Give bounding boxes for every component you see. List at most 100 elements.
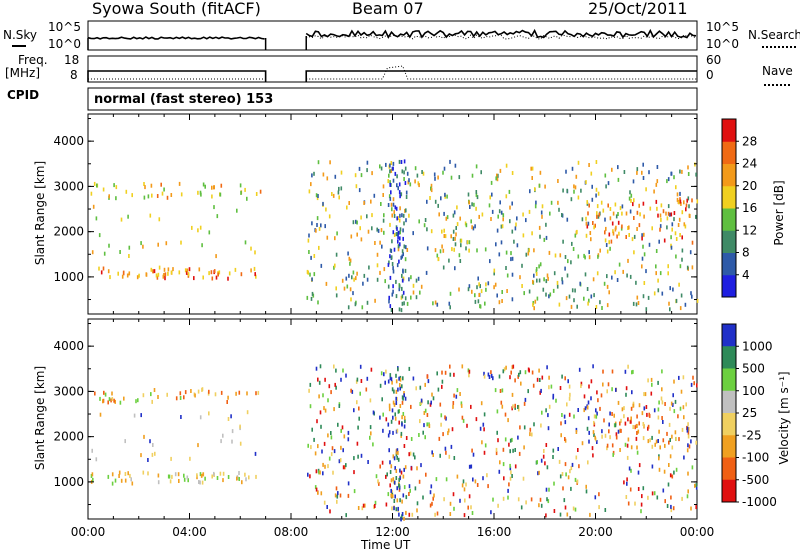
data-cell bbox=[521, 284, 523, 288]
data-cell bbox=[439, 453, 441, 458]
ytick-label: 2000 bbox=[53, 225, 84, 239]
data-cell bbox=[670, 508, 673, 513]
data-cell bbox=[201, 243, 203, 248]
data-cell bbox=[172, 267, 174, 272]
data-cell bbox=[660, 217, 662, 222]
data-cell bbox=[507, 495, 509, 500]
data-cell bbox=[631, 390, 633, 395]
data-cell bbox=[434, 199, 437, 204]
data-cell bbox=[469, 205, 471, 209]
nsky-underline bbox=[12, 45, 26, 47]
data-cell bbox=[398, 483, 400, 488]
data-cell bbox=[520, 381, 522, 386]
data-cell bbox=[621, 224, 623, 229]
data-cell bbox=[597, 214, 600, 219]
data-cell bbox=[336, 231, 338, 236]
data-cell bbox=[627, 417, 629, 422]
colorbar-tick-label: 8 bbox=[742, 246, 750, 260]
data-cell bbox=[331, 192, 333, 196]
data-cell bbox=[397, 387, 399, 392]
data-cell bbox=[316, 196, 319, 201]
data-cell bbox=[666, 216, 669, 221]
data-cell bbox=[476, 248, 478, 253]
data-cell bbox=[326, 505, 328, 509]
data-cell bbox=[669, 286, 671, 291]
data-cell bbox=[387, 422, 390, 427]
data-cell bbox=[409, 182, 412, 187]
data-cell bbox=[156, 194, 159, 198]
data-cell bbox=[404, 419, 406, 423]
data-cell bbox=[482, 422, 485, 427]
data-cell bbox=[682, 375, 685, 380]
data-cell bbox=[389, 182, 391, 187]
data-cell bbox=[340, 186, 343, 191]
data-cell bbox=[535, 271, 538, 276]
data-cell bbox=[498, 374, 501, 379]
data-cell bbox=[434, 300, 437, 305]
data-cell bbox=[483, 427, 485, 432]
data-cell bbox=[400, 470, 403, 475]
data-cell bbox=[240, 272, 243, 277]
data-cell bbox=[591, 197, 594, 202]
data-cell bbox=[143, 182, 145, 186]
data-cell bbox=[442, 170, 444, 175]
data-cell bbox=[133, 413, 136, 418]
data-cell bbox=[498, 209, 501, 214]
data-cell bbox=[632, 425, 634, 429]
data-cell bbox=[337, 190, 340, 195]
data-cell bbox=[208, 271, 210, 276]
data-cell bbox=[611, 443, 614, 448]
data-cell bbox=[480, 170, 482, 175]
data-cell bbox=[625, 392, 627, 397]
data-cell bbox=[340, 170, 343, 175]
data-cell bbox=[333, 265, 335, 270]
data-cell bbox=[656, 165, 659, 169]
data-cell bbox=[511, 229, 514, 234]
data-cell bbox=[392, 289, 394, 294]
data-cell bbox=[509, 438, 512, 443]
data-cell bbox=[418, 479, 421, 484]
data-cell bbox=[480, 401, 483, 406]
data-cell bbox=[519, 275, 521, 280]
data-cell bbox=[566, 402, 568, 407]
data-cell bbox=[399, 386, 401, 391]
data-cell bbox=[519, 370, 522, 375]
data-cell bbox=[405, 245, 407, 250]
data-cell bbox=[322, 393, 324, 398]
data-cell bbox=[647, 424, 650, 429]
data-cell bbox=[396, 498, 399, 503]
data-cell bbox=[478, 282, 480, 287]
colorbar-tick-label: 100 bbox=[742, 384, 765, 398]
data-cell bbox=[641, 494, 643, 499]
data-cell bbox=[149, 439, 151, 444]
data-cell bbox=[420, 401, 422, 406]
ytick-label: 1000 bbox=[53, 475, 84, 489]
data-cell bbox=[552, 395, 554, 400]
data-cell bbox=[675, 467, 678, 472]
data-cell bbox=[617, 220, 620, 225]
data-cell bbox=[434, 512, 436, 517]
data-cell bbox=[399, 383, 401, 387]
data-cell bbox=[365, 387, 368, 392]
data-cell bbox=[114, 399, 116, 404]
data-cell bbox=[604, 217, 606, 222]
data-cell bbox=[510, 370, 512, 375]
data-cell bbox=[404, 166, 407, 171]
data-cell bbox=[606, 446, 608, 451]
data-cell bbox=[392, 479, 395, 484]
data-cell bbox=[669, 473, 672, 478]
data-cell bbox=[150, 267, 153, 272]
data-cell bbox=[309, 404, 312, 409]
data-cell bbox=[632, 179, 635, 184]
data-cell bbox=[387, 379, 390, 384]
data-cell bbox=[389, 180, 391, 185]
data-cell bbox=[395, 279, 397, 284]
data-cell bbox=[679, 199, 682, 204]
data-cell bbox=[468, 369, 471, 374]
colorbar-segment bbox=[722, 346, 736, 369]
data-cell bbox=[630, 445, 633, 450]
data-cell bbox=[586, 200, 588, 205]
data-cell bbox=[630, 468, 632, 473]
data-cell bbox=[408, 512, 411, 517]
data-cell bbox=[400, 517, 402, 522]
